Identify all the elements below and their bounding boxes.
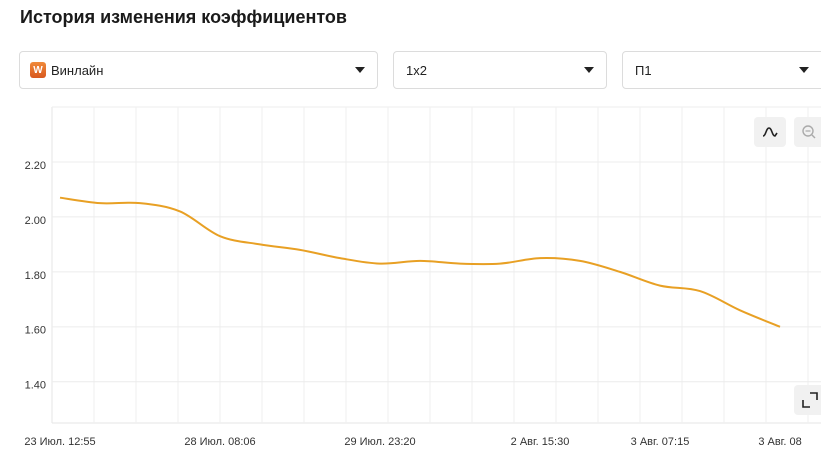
- y-tick-label: 1.80: [25, 270, 46, 282]
- fullscreen-button[interactable]: [794, 385, 821, 415]
- bookmaker-select[interactable]: W Винлайн: [19, 51, 378, 89]
- select-label: 1x2: [406, 62, 427, 78]
- caret: [355, 67, 365, 73]
- caret: [584, 67, 594, 73]
- caret: [799, 67, 809, 73]
- y-tick-label: 2.00: [25, 215, 46, 227]
- icon: [802, 392, 818, 408]
- odds-line: [59, 196, 781, 328]
- x-tick-label: 23 Июл. 12:55: [24, 436, 95, 448]
- icon: [802, 125, 816, 139]
- x-tick-label: 28 Июл. 08:06: [184, 436, 255, 448]
- y-tick-label: 1.60: [25, 325, 46, 337]
- x-tick-label: 2 Авг. 15:30: [511, 436, 570, 448]
- smooth-button[interactable]: [754, 117, 786, 147]
- outcome-select[interactable]: П1: [622, 51, 821, 89]
- select-label: Винлайн: [51, 62, 104, 78]
- title: История изменения коэффициентов: [20, 7, 347, 27]
- zoom-button[interactable]: [794, 117, 821, 147]
- icon: [762, 127, 778, 137]
- bookmaker-icon: W: [30, 62, 46, 78]
- y-tick-label: 1.40: [25, 380, 46, 392]
- market-select[interactable]: 1x2: [393, 51, 607, 89]
- x-tick-label: 3 Авг. 07:15: [631, 436, 690, 448]
- x-tick-label: 29 Июл. 23:20: [344, 436, 415, 448]
- y-tick-label: 2.20: [25, 160, 46, 172]
- select-label: П1: [635, 62, 652, 78]
- x-tick-label: 3 Авг. 08: [758, 436, 801, 448]
